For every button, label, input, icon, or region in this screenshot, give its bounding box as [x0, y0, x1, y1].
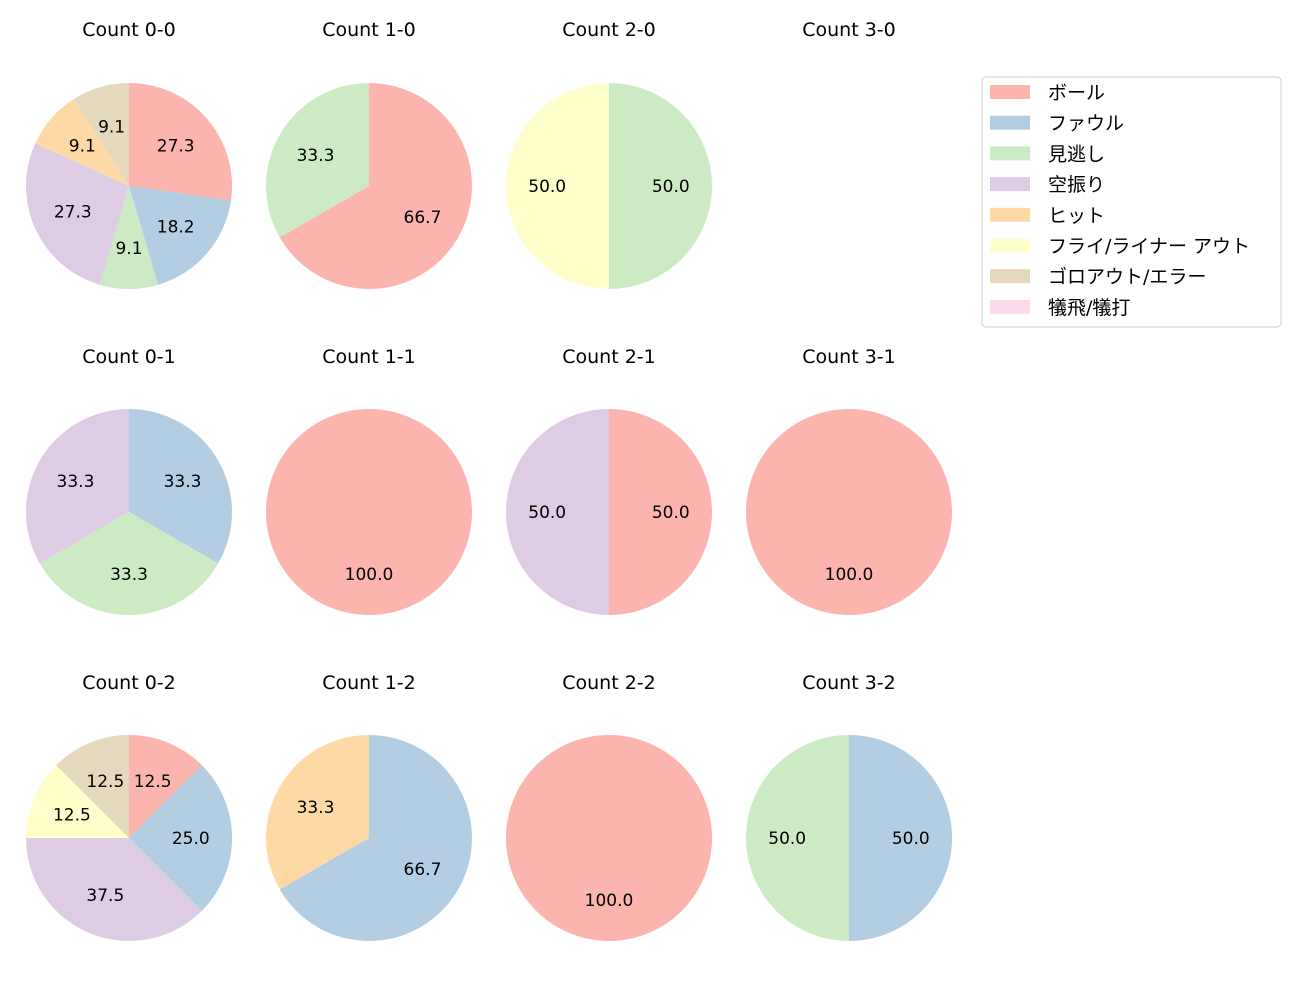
pie-slice	[746, 735, 849, 941]
slice-label: 66.7	[404, 860, 442, 880]
legend-swatch	[990, 146, 1030, 161]
slice-label: 12.5	[86, 772, 124, 792]
pie-count-3-1: Count 3-1 100.0	[746, 346, 952, 615]
pie-slice	[129, 186, 231, 285]
pie-title: Count 2-0	[562, 19, 656, 41]
pie-slice	[849, 735, 952, 941]
slice-label: 12.5	[53, 805, 91, 825]
pie-count-2-0: Count 2-0 50.0 50.0	[506, 19, 712, 289]
pie-slice	[129, 409, 232, 564]
slice-label: 9.1	[69, 137, 96, 157]
pie-title: Count 0-1	[82, 346, 176, 368]
pie-count-0-0: Count 0-027.318.29.127.39.19.1	[25, 19, 233, 290]
legend-label: ボール	[1048, 82, 1105, 104]
pie-slice	[26, 409, 130, 564]
pie-slice	[506, 83, 609, 289]
pie-slice	[279, 735, 472, 941]
pie-title: Count 3-1	[802, 346, 896, 368]
slice-label: 50.0	[892, 829, 930, 849]
pie-slice	[26, 765, 129, 838]
legend-swatch	[990, 269, 1030, 284]
pie-slice	[279, 83, 472, 289]
pie-slice	[99, 186, 159, 290]
slice-label: 27.3	[54, 203, 92, 223]
pie-count-1-0: Count 1-0 66.7 33.3	[266, 19, 472, 289]
slice-label: 50.0	[652, 177, 690, 197]
slice-label: 50.0	[528, 503, 566, 523]
legend-swatch	[990, 177, 1030, 192]
legend-frame	[981, 76, 1282, 328]
legend-swatch	[990, 299, 1030, 314]
pie-slice	[609, 83, 712, 289]
pie-slice	[266, 735, 369, 890]
legend-swatch	[990, 115, 1030, 130]
slice-label: 27.3	[157, 137, 195, 157]
legend-swatch	[990, 238, 1030, 253]
pie-slice	[56, 735, 130, 838]
legend-label: ファウル	[1048, 113, 1124, 135]
legend-label: フライ/ライナー アウト	[1048, 236, 1250, 258]
pie-count-0-1: Count 0-1 33.3 33.3 33.3	[26, 346, 232, 615]
pie-title: Count 0-0	[82, 19, 176, 41]
pie-title: Count 3-2	[802, 672, 896, 694]
pie-count-1-2: Count 1-2 66.7 33.3	[266, 672, 472, 941]
pie-slice	[39, 512, 219, 615]
pie-count-2-2: Count 2-2 100.0	[506, 672, 712, 941]
pie-slice	[129, 765, 232, 911]
pie-title: Count 2-2	[562, 672, 656, 694]
pie-slice	[266, 83, 369, 238]
pie-title: Count 2-1	[562, 346, 656, 368]
slice-label: 33.3	[297, 146, 335, 166]
pie-slice	[506, 735, 712, 941]
pie-title: Count 1-2	[322, 672, 416, 694]
pie-slice	[129, 735, 202, 838]
pie-slice	[26, 838, 202, 941]
legend-label: 空振り	[1048, 174, 1105, 196]
pie-count-2-1: Count 2-1 50.0 50.0	[506, 346, 712, 615]
slice-label: 100.0	[825, 565, 874, 585]
slice-label: 100.0	[585, 891, 634, 911]
slice-label: 12.5	[134, 772, 172, 792]
legend-label: ヒット	[1048, 205, 1105, 227]
slice-label: 33.3	[110, 565, 148, 585]
pie-slice	[506, 409, 609, 615]
pie-count-3-2: Count 3-2 50.0 50.0	[746, 672, 952, 941]
pie-slice	[266, 409, 472, 615]
pie-slice	[35, 99, 129, 186]
legend-swatch	[990, 207, 1030, 222]
slice-label: 37.5	[86, 886, 124, 906]
pie-count-1-1: Count 1-1 100.0	[266, 346, 472, 615]
pie-slice	[746, 409, 952, 615]
pie-title: Count 0-2	[82, 672, 176, 694]
pie-slice	[129, 83, 233, 201]
slice-label: 33.3	[297, 798, 335, 818]
slice-label: 33.3	[57, 472, 95, 492]
pie-title: Count 3-0	[802, 19, 896, 41]
slice-label: 18.2	[157, 217, 195, 237]
slice-label: 50.0	[768, 829, 806, 849]
slice-label: 100.0	[345, 565, 394, 585]
pie-slice	[73, 83, 129, 186]
slice-label: 50.0	[528, 177, 566, 197]
pie-slice	[25, 143, 130, 285]
pie-title: Count 1-1	[322, 346, 416, 368]
pie-count-0-2: Count 0-2 12.5 25.0 37.5 12.5 12.5	[26, 672, 232, 941]
slice-label: 33.3	[164, 472, 202, 492]
legend-label: 犠飛/犠打	[1048, 297, 1130, 319]
pie-count-3-0: Count 3-0	[802, 19, 896, 41]
slice-label: 9.1	[98, 118, 125, 138]
legend-swatch	[990, 85, 1030, 99]
slice-label: 9.1	[115, 239, 142, 259]
legend-label: 見逃し	[1048, 143, 1105, 165]
slice-label: 66.7	[404, 208, 442, 228]
slice-label: 25.0	[172, 829, 210, 849]
pie-title: Count 1-0	[322, 19, 416, 41]
pie-slice	[609, 409, 712, 615]
legend-label: ゴロアウト/エラー	[1048, 266, 1206, 288]
slice-label: 50.0	[652, 503, 690, 523]
